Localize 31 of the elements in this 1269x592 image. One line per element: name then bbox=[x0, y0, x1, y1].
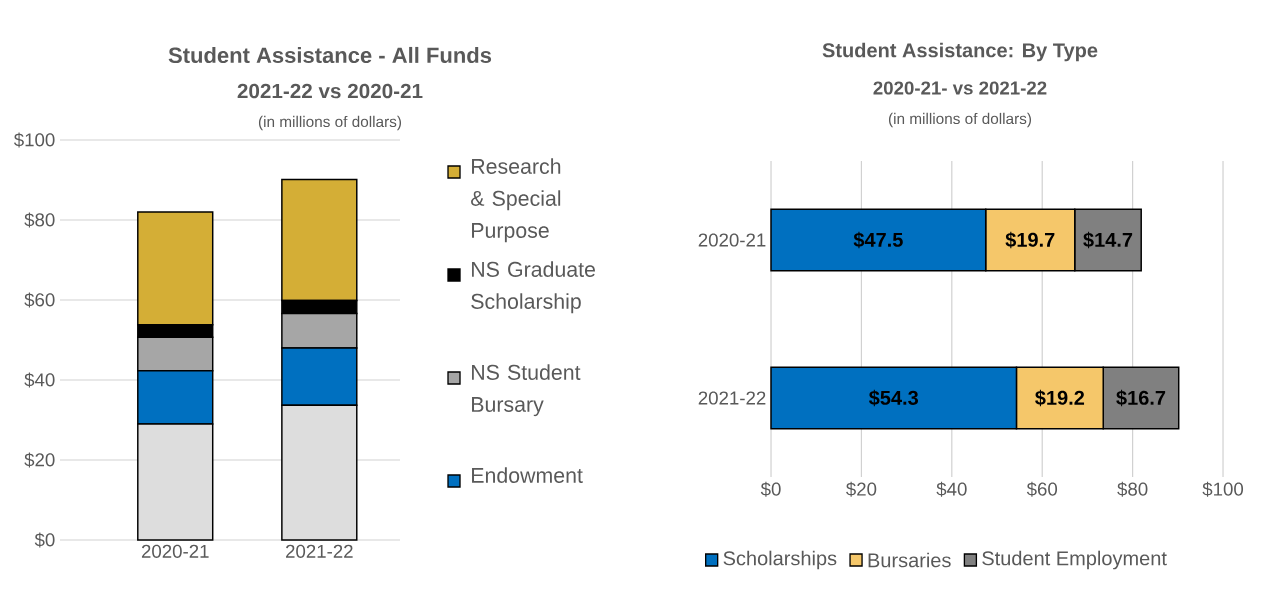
legend-label: Scholarships bbox=[723, 550, 837, 570]
data-label: $16.7 bbox=[1116, 389, 1166, 407]
data-label: $54.3 bbox=[868, 389, 919, 407]
data-label: $19.2 bbox=[1035, 389, 1085, 407]
x-tick-label: $80 bbox=[1117, 481, 1148, 497]
legend-label: Research & Special Purpose bbox=[471, 158, 561, 243]
y-tick-label: $80 bbox=[24, 212, 55, 228]
y-tick-label: $100 bbox=[13, 132, 55, 148]
chart-subtitle: 2020-21- vs 2021-22 bbox=[873, 81, 1047, 95]
data-label: $19.7 bbox=[1005, 231, 1055, 249]
legend-label: Endowment bbox=[472, 467, 583, 483]
y-tick-label: $0 bbox=[34, 532, 55, 548]
text: (in millions of dollars) bbox=[258, 115, 402, 131]
y-tick-label: $60 bbox=[24, 292, 55, 308]
x-tick-label: $20 bbox=[846, 481, 877, 497]
legend-label: NS Student Bursary bbox=[472, 364, 581, 417]
data-label: $47.5 bbox=[853, 231, 903, 249]
legend-label: Bursaries bbox=[868, 552, 951, 568]
y-tick-label: $40 bbox=[24, 372, 55, 388]
chart-title: Student Assistance - All Funds bbox=[168, 46, 492, 64]
legend-label: NS Graduate Scholarship bbox=[471, 261, 595, 314]
y-tick-label: $20 bbox=[24, 452, 55, 468]
chart-title: Student Assistance: By Type bbox=[822, 42, 1098, 62]
legend-label: Student Employment bbox=[982, 550, 1167, 570]
data-label: $14.7 bbox=[1083, 231, 1133, 249]
x-tick-label: $60 bbox=[1026, 481, 1058, 497]
text: (in millions of dollars) bbox=[888, 112, 1032, 128]
x-tick-label: $0 bbox=[760, 481, 781, 497]
chart-subtitle: 2021-22 vs 2020-21 bbox=[237, 83, 423, 99]
x-tick-label: $100 bbox=[1202, 481, 1244, 497]
x-tick-label: $40 bbox=[936, 481, 967, 497]
